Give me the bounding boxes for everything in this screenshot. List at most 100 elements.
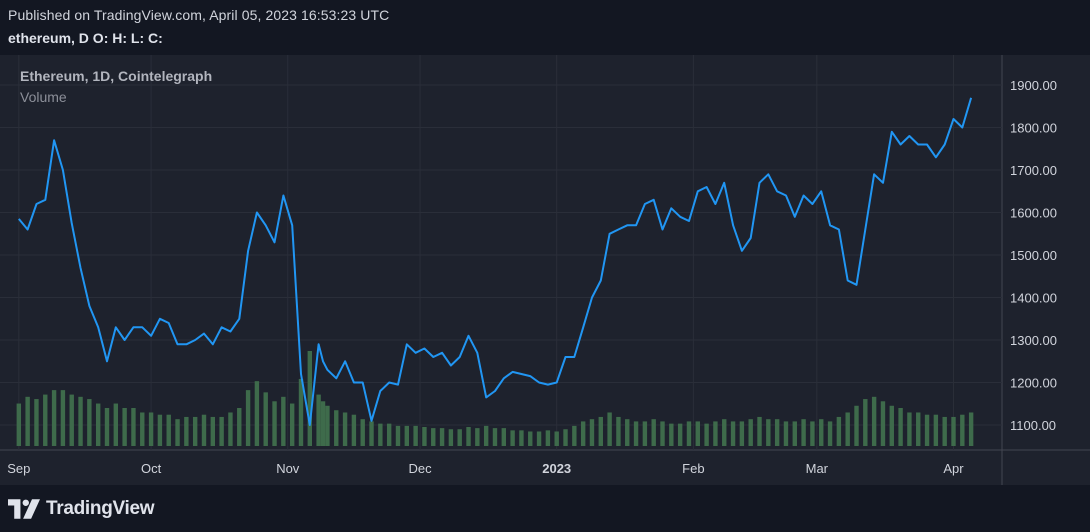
volume-bar [254, 381, 260, 446]
volume-bar [968, 412, 974, 446]
y-tick-label: 1900.00 [1010, 78, 1057, 93]
volume-bar [642, 421, 648, 446]
x-tick-label: Sep [7, 461, 30, 476]
volume-bar [320, 401, 326, 446]
volume-bar [51, 390, 57, 446]
volume-bar [431, 428, 436, 446]
volume-bar [369, 421, 374, 446]
volume-bar [289, 403, 295, 446]
volume-bar [492, 428, 498, 446]
volume-bar [122, 408, 127, 446]
volume-bar [519, 430, 524, 446]
volume-bar [210, 416, 216, 446]
volume-bar [739, 421, 745, 446]
volume-bar [316, 394, 321, 446]
x-tick-label: Dec [408, 461, 432, 476]
published-note: Published on TradingView.com, April 05, … [8, 7, 390, 23]
volume-bar [589, 419, 595, 446]
volume-bar [863, 399, 868, 446]
volume-bar [933, 414, 939, 446]
volume-bar [457, 429, 462, 446]
volume-bar [536, 431, 542, 446]
y-tick-label: 1800.00 [1010, 121, 1057, 136]
volume-bar [448, 429, 454, 446]
volume-bar [801, 419, 806, 446]
volume-bar [78, 396, 83, 446]
volume-bar [148, 412, 154, 446]
volume-bar [201, 414, 207, 446]
x-tick-label: Oct [141, 461, 162, 476]
tradingview-logo-icon [8, 499, 40, 519]
x-tick-label: 2023 [542, 461, 571, 476]
tradingview-footer[interactable]: TradingView [8, 497, 155, 521]
volume-bar [281, 396, 286, 446]
volume-bar [422, 427, 427, 446]
volume-bar [351, 414, 357, 446]
volume-bar [342, 412, 348, 446]
volume-bar [907, 412, 912, 446]
volume-bar [25, 396, 30, 446]
volume-bar [774, 419, 780, 446]
x-tick-label: Feb [682, 461, 704, 476]
volume-bar [475, 428, 480, 446]
volume-bar [378, 423, 383, 446]
y-tick-label: 1600.00 [1010, 206, 1057, 221]
volume-bar [889, 405, 894, 446]
chart-legend-title[interactable]: Ethereum, 1D, Cointelegraph [20, 68, 213, 84]
volume-bar [69, 394, 74, 446]
volume-bar [34, 399, 39, 446]
volume-bar [245, 390, 251, 446]
volume-bar [942, 416, 947, 446]
x-tick-label: Nov [276, 461, 300, 476]
symbol-ohlc-line: ethereum, D O: H: L: C: [8, 30, 163, 46]
volume-bar [677, 423, 683, 446]
chart-pane[interactable]: 1900.00 1800.00 1700.00 1600.00 1500.00 1400.… [0, 55, 1090, 485]
volume-bar [783, 421, 789, 446]
volume-bar [845, 412, 850, 446]
volume-bar [669, 423, 674, 446]
volume-bar [87, 399, 92, 446]
volume-bar [43, 394, 48, 446]
volume-bar [439, 428, 445, 446]
volume-bar [598, 416, 603, 446]
volume-bar [660, 421, 665, 446]
volume-bar [95, 403, 101, 446]
y-tick-label: 1700.00 [1010, 163, 1057, 178]
volume-bar [704, 423, 709, 446]
volume-bar [854, 405, 859, 446]
volume-bar [616, 416, 621, 446]
volume-bar [466, 427, 471, 446]
price-chart[interactable]: 1900.00 1800.00 1700.00 1600.00 1500.00 1400.… [0, 55, 1090, 485]
volume-bar [686, 421, 692, 446]
volume-bar [325, 405, 330, 446]
volume-bar [360, 419, 365, 446]
volume-bar [625, 419, 630, 446]
volume-bar [395, 425, 401, 446]
y-tick-label: 1200.00 [1010, 376, 1057, 391]
volume-bar [730, 421, 736, 446]
y-tick-label: 1500.00 [1010, 248, 1057, 263]
y-tick-label: 1300.00 [1010, 333, 1057, 348]
volume-bar [924, 414, 930, 446]
volume-bar [871, 396, 877, 446]
volume-bar [113, 403, 119, 446]
volume-bar [184, 416, 189, 446]
volume-bar [307, 351, 313, 446]
x-tick-label: Mar [806, 461, 829, 476]
volume-bar [836, 416, 842, 446]
volume-bar [792, 421, 797, 446]
volume-bar [916, 412, 921, 446]
volume-bar [766, 419, 771, 446]
volume-bar [501, 428, 506, 446]
volume-bar [60, 390, 66, 446]
volume-bar [545, 430, 551, 446]
volume-bar [810, 421, 815, 446]
volume-bar [166, 414, 171, 446]
volume-legend[interactable]: Volume [20, 89, 67, 105]
volume-bar [580, 421, 586, 446]
volume-bar [960, 414, 965, 446]
volume-bar [633, 421, 639, 446]
volume-bar [713, 421, 718, 446]
volume-bar [554, 431, 559, 446]
volume-bar [404, 425, 409, 446]
